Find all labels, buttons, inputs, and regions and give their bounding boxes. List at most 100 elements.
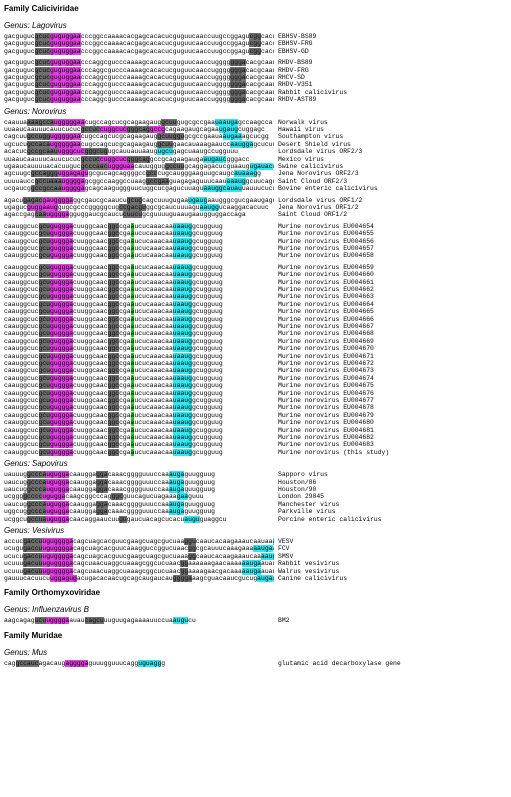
highlighted-motif: uaaug xyxy=(172,237,192,245)
sequence-segment: cuuggcaac xyxy=(73,397,108,404)
sequence-text: uuaaucaauuucauucucucgccuccuggcucgggcaggc… xyxy=(4,155,274,164)
sequence-row: caauggcucgcugugggacuuggcaacggccgaaucucaa… xyxy=(4,360,374,368)
family-heading: Family Muridae xyxy=(4,630,63,640)
highlighted-motif: cuggcuc xyxy=(99,155,127,163)
highlighted-motif: gccuc xyxy=(80,126,100,133)
highlighted-motif: guggga xyxy=(50,448,74,456)
sequence-segment: gcugguug xyxy=(191,315,223,323)
sequence-segment: guc xyxy=(273,575,274,582)
highlighted-motif: ggc xyxy=(107,252,120,260)
highlighted-motif: aauga xyxy=(272,538,274,545)
sequence-segment: gcugguug xyxy=(191,286,223,293)
sequence-segment: gcgucagcaggggcc xyxy=(88,170,146,178)
sequence-segment: cga xyxy=(119,434,131,441)
sequence-segment: ucucaaacaa xyxy=(134,448,173,456)
highlighted-motif: guggga xyxy=(50,230,74,238)
sequence-text: caauggcucgcugugggacuuggcaacggccgaaucucaa… xyxy=(4,222,274,231)
highlighted-motif: a xyxy=(130,404,135,412)
sequence-label: RHDV-AST89 xyxy=(278,96,317,104)
highlighted-motif: gcuu xyxy=(157,140,173,148)
sequence-row: ucggggccccuguggacaagcggcccagggcguucagucu… xyxy=(4,493,324,501)
highlighted-motif: a xyxy=(130,337,135,345)
highlighted-motif: guggga xyxy=(50,315,74,323)
sequence-segment: caauggcuc xyxy=(4,278,39,286)
sequence-row: uaucuggcccauguggacaauggaggacaaacgggguuuc… xyxy=(4,478,317,487)
highlighted-motif: uaaug xyxy=(172,426,192,434)
sequence-segment: cugccagcucgcagaagaug xyxy=(84,118,162,126)
highlighted-motif: aauga xyxy=(241,567,262,575)
sequence-row: caauggcucgcugugggacuuggcaacggccgaaucucaa… xyxy=(4,308,374,316)
sequence-segment: gcugguug xyxy=(191,222,223,230)
sequence-segment: cga xyxy=(119,300,131,308)
highlighted-motif: aaugga xyxy=(230,140,254,148)
highlighted-motif: guggga xyxy=(50,286,74,293)
highlighted-motif: gcu xyxy=(38,237,51,245)
sequence-segment: cccaggcgucccaaaagcacacucguguucaaccugggg xyxy=(80,81,231,89)
sequence-label: Murine norovirus EU004669 xyxy=(278,337,374,345)
highlighted-motif: uaaug xyxy=(172,245,192,252)
sequence-row: gacgugucgcucguguggaacccggccaaaacacgagcac… xyxy=(4,47,309,56)
sequence-segment: g xyxy=(257,170,262,178)
sequence-label: Houston/86 xyxy=(278,478,317,486)
sequence-segment: cga xyxy=(119,271,131,279)
sequence-row: caauggcucgcugugggacuuggcaacggccgaaucucaa… xyxy=(4,323,374,331)
sequence-segment: caauggcuc xyxy=(4,222,39,230)
sequence-segment: gcugguug xyxy=(191,419,223,427)
highlighted-motif: guggga xyxy=(50,404,74,412)
sequence-segment: gcugguug xyxy=(191,434,223,441)
sequence-text: caauggcucgcugugggacuuggcaacggccgaaucucaa… xyxy=(4,230,274,238)
sequence-segment: cuuggcaac xyxy=(73,308,108,316)
sequence-segment: aaa xyxy=(273,545,274,552)
sequence-segment: cuuggcaac xyxy=(73,323,108,330)
highlighted-motif: uaaug xyxy=(172,360,192,367)
highlighted-motif: gcu xyxy=(38,448,51,456)
sequence-segment: ucucaaacaa xyxy=(134,411,173,419)
sequence-segment: ucucaaacaa xyxy=(134,323,173,330)
highlighted-motif: aauga xyxy=(253,545,273,553)
sequence-row: caauggcucgcugugggacuuggcaacggccgaaucucaa… xyxy=(4,419,374,427)
highlighted-motif: guggga xyxy=(50,367,74,375)
sequence-segment: caaugga xyxy=(69,508,97,516)
highlighted-motif: gcu xyxy=(38,252,51,260)
sequence-label: Desert Shield virus xyxy=(278,140,351,148)
sequence-segment: ucucaaacaa xyxy=(134,345,173,353)
sequence-segment: auau xyxy=(261,560,274,568)
highlighted-motif: gggcag xyxy=(126,155,150,163)
highlighted-motif: gga xyxy=(96,508,108,516)
highlighted-motif: guggga xyxy=(50,360,74,367)
highlighted-motif: uaaug xyxy=(172,382,192,390)
sequence-segment: gcugguug xyxy=(191,426,223,434)
sequence-row: caauggcucgcugugggacuuggcaacggccgaaucucaa… xyxy=(4,337,374,346)
sequence-segment: gccgcagaagauga xyxy=(149,155,204,163)
highlighted-motif: gccugg xyxy=(27,133,51,141)
highlighted-motif: gcuuggu xyxy=(157,133,185,141)
highlighted-motif: a xyxy=(130,367,135,375)
highlighted-motif: ggc xyxy=(107,426,120,434)
highlighted-motif: ugugggga xyxy=(42,545,74,553)
sequence-label: Murine norovirus EU004677 xyxy=(278,397,374,404)
sequence-segment: ucucaaacaa xyxy=(134,330,173,338)
sequence-label: RHDV-V351 xyxy=(278,81,313,89)
sequence-segment: cagcuagcacguucgaagcuagcgucuaaa xyxy=(73,552,189,560)
highlighted-motif: a xyxy=(130,222,135,230)
sequence-segment: gcugguug xyxy=(191,300,223,308)
sequence-segment: caaucacaagaaaucaauaa xyxy=(195,538,273,545)
sequence-row: caauggcucgcugugggacuuggcaacggccgaaucucaa… xyxy=(4,411,374,420)
sequence-segment: gcugguug xyxy=(191,404,223,412)
highlighted-motif: uaaug xyxy=(172,330,192,338)
sequence-segment: cuuggcaac xyxy=(73,419,108,427)
sequence-label: Hawaii virus xyxy=(278,126,325,133)
highlighted-motif: guggga xyxy=(50,382,74,390)
genus-heading: Genus: Norovirus xyxy=(4,106,67,116)
highlighted-motif: guggaaug xyxy=(27,204,58,211)
sequence-label: Murine norovirus EU004661 xyxy=(278,278,374,286)
highlighted-motif: ggc xyxy=(107,237,120,245)
highlighted-motif: gccua xyxy=(27,515,47,523)
sequence-segment: cccggccaaaacacgagcacacucguguucaaccuugccg… xyxy=(80,47,250,55)
sequence-segment: cuuggcaac xyxy=(73,382,108,390)
highlighted-motif: uaaug xyxy=(172,441,192,449)
sequence-label: Jena Norovirus ORF2/3 xyxy=(278,170,359,178)
highlighted-motif: gcu xyxy=(38,263,51,271)
sequence-row: ucgaucggccgccaauggggagcagcaaguggguucuggc… xyxy=(4,185,378,193)
sequence-segment: gaacauaaagaaucc xyxy=(172,140,231,148)
